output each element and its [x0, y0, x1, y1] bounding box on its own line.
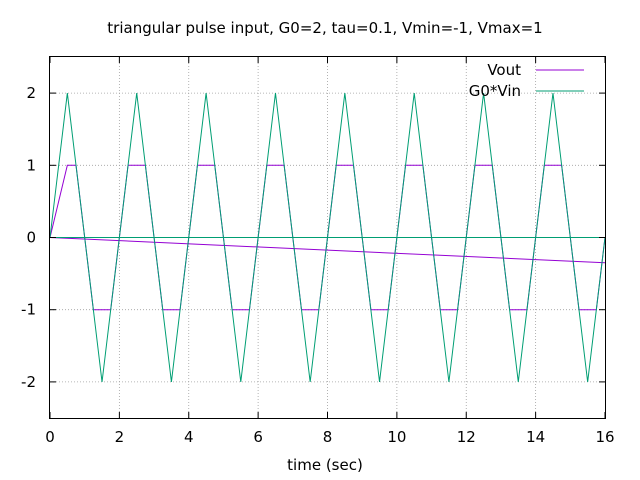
legend-label: G0*Vin [469, 82, 521, 100]
x-tick-label: 16 [595, 428, 614, 446]
y-tick-label: 0 [26, 229, 36, 247]
x-tick-label: 10 [387, 428, 406, 446]
x-tick-label: 4 [184, 428, 194, 446]
y-tick-label: -1 [21, 301, 36, 319]
x-tick-label: 0 [45, 428, 55, 446]
series-layer [49, 93, 606, 382]
x-tick-label: 2 [115, 428, 125, 446]
plot-frame [49, 56, 606, 419]
y-tick-label: -2 [21, 373, 36, 391]
legend: Vout G0*Vin [469, 61, 584, 100]
x-tick-label: 14 [526, 428, 545, 446]
chart-title: triangular pulse input, G0=2, tau=0.1, V… [107, 19, 542, 37]
y-tick-label: 2 [26, 84, 36, 102]
x-tick-label: 12 [457, 428, 476, 446]
y-tick-label: 1 [26, 156, 36, 174]
series-line-vout [49, 237, 606, 264]
x-axis-label: time (sec) [287, 456, 363, 474]
x-tick-label: 6 [253, 428, 263, 446]
x-tick-label: 8 [323, 428, 333, 446]
legend-label: Vout [487, 61, 521, 79]
